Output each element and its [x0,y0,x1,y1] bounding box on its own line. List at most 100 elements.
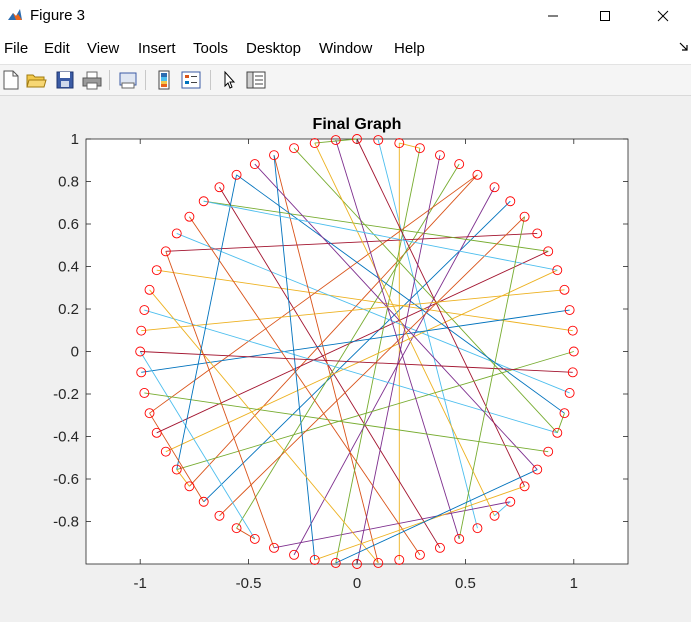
maximize-button[interactable] [582,0,628,32]
graph-edge [141,309,570,373]
y-tick-label: 0.4 [58,259,79,276]
graph-edge [556,413,565,433]
graph-edges [139,138,574,565]
graph-edge [273,155,379,564]
graph-node [136,367,147,378]
graph-node [160,446,171,457]
print-preview-icon[interactable] [117,69,139,91]
graph-edge [219,216,525,517]
y-axis-ticks: 1 0.8 0.6 0.4 0.2 0 -0.2 -0.4 -0.6 -0.8 [53,131,628,531]
graph-edge [144,392,549,453]
y-tick-label: -0.6 [53,471,79,488]
print-icon[interactable] [81,69,103,91]
graph-node [214,510,225,521]
graph-edge [203,200,549,252]
legend-icon[interactable] [180,69,202,91]
save-icon[interactable] [54,69,76,91]
graph-edge [176,351,574,470]
graph-edge [165,251,275,548]
graph-node [435,150,445,161]
menu-view[interactable]: View [87,40,120,57]
menu-insert[interactable]: Insert [138,40,176,57]
graph-node [472,523,483,534]
graph-node [198,196,209,207]
close-button[interactable] [640,0,686,32]
graph-edge [149,412,205,502]
property-inspector-icon[interactable] [245,69,267,91]
maximize-icon [600,11,610,21]
graph-edge [176,469,190,487]
graph-edge [189,174,478,487]
graph-node [472,169,483,180]
graph-node [184,481,195,492]
close-icon [657,10,669,22]
graph-node [373,558,384,568]
graph-edge [314,138,358,144]
graph-plot[interactable]: -1 -0.5 0 0.5 1 1 0.8 0.6 0.4 0.2 0 -0.2 -0.4 -0.6 -0… [0,96,691,617]
graph-node [435,542,445,553]
menu-help[interactable]: Help [394,40,425,57]
graph-edge [165,232,538,252]
graph-node [160,246,171,257]
colorbar-icon[interactable] [153,69,175,91]
graph-node [249,159,260,170]
graph-node [231,169,242,180]
menu-desktop[interactable]: Desktop [246,40,302,57]
graph-edge [149,174,478,414]
graph-nodes [135,134,579,569]
graph-node [454,533,465,544]
graph-node [135,346,146,357]
graph-edge [140,351,573,373]
graph-node [171,464,182,475]
graph-edge [176,233,570,394]
y-tick-label: -0.2 [53,386,79,403]
graph-node [505,496,516,507]
title-bar: Figure 3 [0,0,691,32]
menu-edit[interactable]: Edit [44,40,70,57]
x-tick-label: 0.5 [455,575,476,592]
graph-node [559,284,570,295]
graph-node [519,481,530,492]
graph-edge [335,469,538,564]
dock-arrow-icon[interactable] [679,42,689,52]
pointer-icon[interactable] [218,69,240,91]
graph-edge [236,163,460,529]
x-tick-label: 1 [570,575,578,592]
graph-edge [399,142,421,149]
graph-node [214,182,225,193]
new-figure-icon[interactable] [0,69,22,91]
menu-tools[interactable]: Tools [193,40,229,57]
menu-window[interactable]: Window [319,40,373,57]
y-tick-label: 0.8 [58,174,79,191]
graph-edge [273,501,511,549]
menu-file[interactable]: File [4,40,29,57]
minimize-button[interactable] [530,0,576,32]
graph-edge [236,174,565,414]
graph-edge [141,289,565,332]
graph-edge [273,155,316,560]
graph-node [489,182,500,193]
toolbar [0,65,691,96]
graph-node [543,446,554,457]
graph-edge [458,216,526,539]
y-tick-label: -0.4 [53,429,79,446]
menu-bar: File Edit View Insert Tools Desktop Wind… [0,32,691,65]
graph-node [139,388,150,398]
graph-node [139,305,150,315]
graph-node [309,138,320,149]
graph-edge [314,485,525,561]
graph-edge [293,187,495,556]
graph-node [564,305,575,315]
graph-node [394,138,405,149]
toolbar-separator [145,70,146,90]
graph-node [519,211,530,222]
graph-node [414,143,425,154]
x-tick-label: 0 [353,575,361,592]
open-file-icon[interactable] [25,69,47,91]
window-title: Figure 3 [30,7,86,24]
x-axis-ticks: -1 -0.5 0 0.5 1 [134,139,578,592]
graph-node [567,367,578,378]
graph-edge [254,163,538,470]
x-tick-label: -0.5 [236,575,262,592]
graph-node [505,196,516,207]
